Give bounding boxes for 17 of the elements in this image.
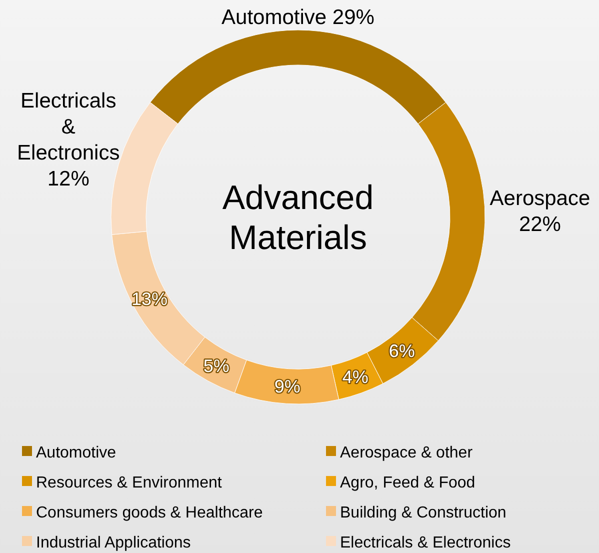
data-label: Electricals & Electronics 12%	[17, 89, 120, 190]
data-label: 13%	[131, 288, 168, 309]
legend-label: Automotive	[36, 444, 116, 462]
legend-label: Industrial Applications	[36, 534, 191, 552]
data-label: 4%	[342, 366, 368, 387]
legend-label: Electricals & Electronics	[340, 534, 511, 552]
data-label: Aerospace 22%	[490, 186, 590, 236]
legend-label: Building & Construction	[340, 504, 506, 522]
legend-label: Consumers goods & Healthcare	[36, 504, 263, 522]
legend-label: Aerospace & other	[340, 444, 474, 462]
data-label: 9%	[274, 376, 300, 396]
data-label: 5%	[203, 356, 230, 376]
legend-label: Agro, Feed & Food	[340, 474, 476, 492]
text: Advanced Materials	[222, 179, 374, 257]
data-label: Automotive 29%	[222, 6, 374, 29]
legend-label: Resources & Environment	[36, 474, 222, 492]
data-label: 6%	[388, 341, 415, 362]
